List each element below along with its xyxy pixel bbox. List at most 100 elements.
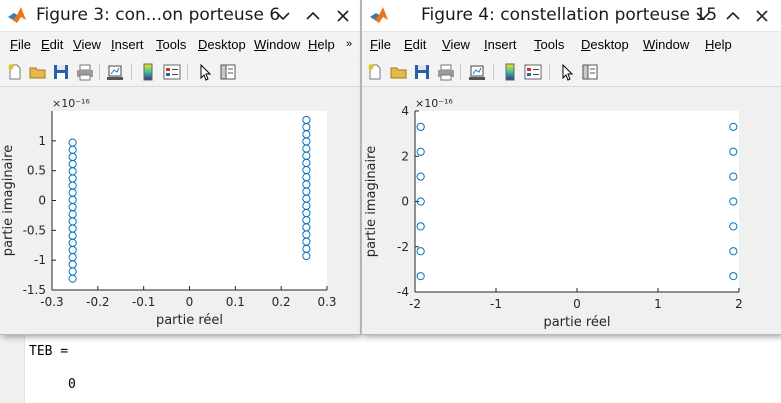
data-point xyxy=(416,172,425,181)
menu-insert[interactable]: Insert xyxy=(484,37,517,52)
figure-toolbar xyxy=(0,58,360,87)
property-editor-icon[interactable] xyxy=(219,63,237,81)
open-file-icon[interactable] xyxy=(390,63,408,81)
data-point xyxy=(416,272,425,281)
x-tick-label: -1 xyxy=(490,297,502,311)
data-point xyxy=(729,222,738,231)
menu-overflow-icon[interactable]: » xyxy=(346,38,353,50)
open-file-icon[interactable] xyxy=(29,63,47,81)
toolbar-separator xyxy=(131,64,132,80)
pointer-icon[interactable] xyxy=(558,63,576,81)
y-axis-label: partie imaginaire xyxy=(364,146,379,257)
title-bar[interactable]: Figure 3: con...on porteuse 6 xyxy=(0,0,360,32)
save-icon[interactable] xyxy=(413,63,431,81)
menu-desktop[interactable]: Desktop xyxy=(198,37,246,52)
link-plot-icon[interactable] xyxy=(106,63,124,81)
y-tick-label: -4 xyxy=(397,285,409,299)
figure-window-4[interactable]: Figure 4: constellation porteuse 15 File… xyxy=(362,0,781,334)
x-tick-label: 0.3 xyxy=(317,295,336,309)
menu-bar: File Edit View Insert Tools Desktop Wind… xyxy=(0,32,360,57)
data-point xyxy=(302,251,311,261)
x-tick-label: 0.1 xyxy=(226,295,245,309)
menu-tools[interactable]: Tools xyxy=(156,37,187,52)
menu-edit[interactable]: Edit xyxy=(404,37,427,52)
figure-toolbar xyxy=(362,58,781,87)
chevron-down-icon[interactable] xyxy=(693,6,713,26)
save-icon[interactable] xyxy=(52,63,70,81)
chevron-down-icon[interactable] xyxy=(273,6,293,26)
close-icon[interactable] xyxy=(752,6,772,26)
y-exponent-label: ×10⁻¹⁶ xyxy=(415,97,453,110)
link-plot-icon[interactable] xyxy=(468,63,486,81)
figure-window-3[interactable]: Figure 3: con...on porteuse 6 File Edit … xyxy=(0,0,360,334)
y-exponent-label: ×10⁻¹⁶ xyxy=(52,97,90,110)
menu-help[interactable]: Help xyxy=(308,37,335,52)
command-output-teb: TEB = xyxy=(29,344,69,359)
menu-file[interactable]: File xyxy=(10,37,31,52)
y-tick-label: 1 xyxy=(38,134,46,148)
menu-tools[interactable]: Tools xyxy=(534,37,565,52)
y-tick-label: 0.5 xyxy=(27,164,46,178)
x-tick-label: -0.1 xyxy=(132,295,155,309)
print-icon[interactable] xyxy=(437,63,455,81)
legend-icon[interactable] xyxy=(163,63,181,81)
data-point xyxy=(416,122,425,131)
menu-insert[interactable]: Insert xyxy=(111,37,144,52)
x-tick-label: 0 xyxy=(186,295,194,309)
colorbar-icon[interactable] xyxy=(501,63,519,81)
x-tick-label: 0 xyxy=(573,297,581,311)
y-tick-label: 2 xyxy=(401,149,409,163)
x-tick-label: -2 xyxy=(409,297,421,311)
data-point xyxy=(729,197,738,206)
data-point xyxy=(416,247,425,256)
menu-view[interactable]: View xyxy=(73,37,101,52)
plot-area: -0.3 -0.2 -0.1 0 0.1 0.2 0.3 -1.5 -1 -0.5 0 0.5 1 ×10… xyxy=(0,87,360,334)
x-tick-label: 0.2 xyxy=(272,295,291,309)
legend-icon[interactable] xyxy=(524,63,542,81)
menu-window[interactable]: Window xyxy=(643,37,690,52)
close-icon[interactable] xyxy=(333,6,353,26)
print-icon[interactable] xyxy=(76,63,94,81)
command-output-value: 0 xyxy=(68,377,76,392)
x-tick-label: 2 xyxy=(735,297,743,311)
menu-bar: File Edit View Insert Tools Desktop Wind… xyxy=(362,32,781,57)
menu-file[interactable]: File xyxy=(370,37,391,52)
axes-background xyxy=(52,111,327,290)
new-figure-icon[interactable] xyxy=(6,63,24,81)
menu-edit[interactable]: Edit xyxy=(41,37,64,52)
toolbar-separator xyxy=(493,64,494,80)
colorbar-icon[interactable] xyxy=(139,63,157,81)
data-point xyxy=(416,197,425,206)
y-tick-label: -2 xyxy=(397,240,409,254)
y-tick-label: -1 xyxy=(34,253,46,267)
plot-area: -2 -1 0 1 2 -4 -2 0 2 4 ×10⁻¹⁶ partie réel partie im… xyxy=(362,87,781,334)
menu-help[interactable]: Help xyxy=(705,37,732,52)
chevron-up-icon[interactable] xyxy=(303,6,323,26)
chevron-up-icon[interactable] xyxy=(723,6,743,26)
y-tick-label: 0 xyxy=(38,194,46,208)
x-axis-label: partie réel xyxy=(543,315,610,330)
data-point xyxy=(729,122,738,131)
toolbar-separator xyxy=(99,64,100,80)
menu-window[interactable]: Window xyxy=(254,37,301,52)
scatter-chart[interactable]: -0.3 -0.2 -0.1 0 0.1 0.2 0.3 -1.5 -1 -0.5 0 0.5 1 ×10… xyxy=(0,87,360,334)
menu-view[interactable]: View xyxy=(442,37,470,52)
window-title: Figure 4: constellation porteuse 15 xyxy=(421,5,718,25)
data-point xyxy=(416,222,425,231)
property-editor-icon[interactable] xyxy=(581,63,599,81)
matlab-logo-icon xyxy=(370,7,388,23)
data-point xyxy=(729,272,738,281)
window-title: Figure 3: con...on porteuse 6 xyxy=(36,5,281,25)
title-bar[interactable]: Figure 4: constellation porteuse 15 xyxy=(362,0,781,32)
menu-desktop[interactable]: Desktop xyxy=(581,37,629,52)
data-point xyxy=(729,247,738,256)
y-tick-label: -0.5 xyxy=(23,223,46,237)
x-tick-label: -0.2 xyxy=(86,295,109,309)
y-tick-label: 0 xyxy=(401,195,409,209)
pointer-icon[interactable] xyxy=(196,63,214,81)
data-point xyxy=(729,172,738,181)
new-figure-icon[interactable] xyxy=(366,63,384,81)
y-tick-label: -1.5 xyxy=(23,283,46,297)
toolbar-separator xyxy=(549,64,550,80)
